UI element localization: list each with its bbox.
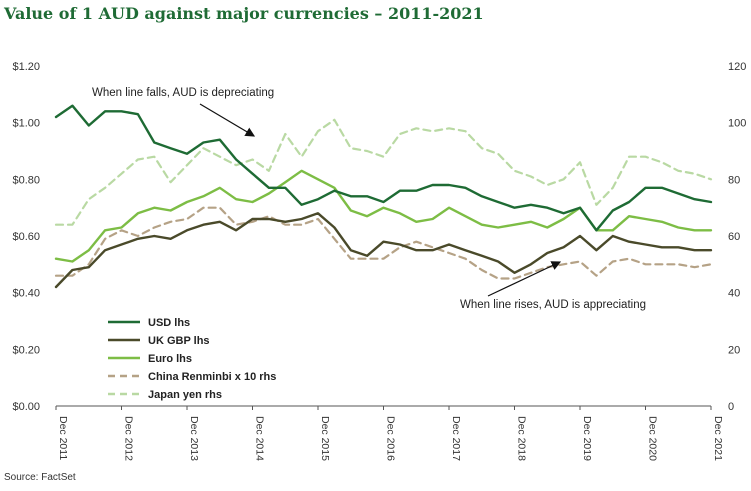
series-layer — [54, 104, 713, 289]
y-left-tick-label: $1.20 — [12, 61, 40, 73]
x-tick-label: Dec 2020 — [647, 416, 659, 461]
y-right-tick-label: 0 — [728, 401, 734, 413]
legend-label: USD lhs — [148, 317, 190, 329]
legend-label: Japan yen rhs — [148, 389, 222, 401]
y-left-tick-label: $0.40 — [12, 288, 40, 300]
y-left-tick-label: $0.60 — [12, 231, 40, 243]
x-tick-label: Dec 2018 — [516, 416, 528, 461]
annotation-layer: When line falls, AUD is depreciating When… — [92, 87, 646, 311]
y-right-tick-label: 40 — [728, 288, 740, 300]
x-tick-label: Dec 2013 — [188, 416, 200, 461]
y-right-tick-label: 20 — [728, 344, 740, 356]
y-right-tick-label: 120 — [728, 61, 746, 73]
y-right-tick-label: 80 — [728, 174, 740, 186]
series-line-euro-lhs — [54, 169, 713, 263]
y-left-tick-label: $0.80 — [12, 174, 40, 186]
series-line-japan-yen-rhs — [54, 118, 713, 226]
x-tick-label: Dec 2019 — [581, 416, 593, 461]
x-tick-label: Dec 2021 — [712, 416, 724, 461]
annotation-depreciating: When line falls, AUD is depreciating — [92, 87, 274, 99]
x-tick-label: Dec 2016 — [385, 416, 397, 461]
y-right-tick-label: 60 — [728, 231, 740, 243]
legend: USD lhs UK GBP lhs Euro lhs China Renminbi … — [108, 317, 276, 401]
x-tick-label: Dec 2011 — [57, 416, 69, 460]
annotation-arrow-appreciating — [487, 261, 562, 297]
legend-label: UK GBP lhs — [148, 335, 210, 347]
axes: $0.00 $0.20 $0.40 $0.60 $0.80 $1.00 $1.20 0 20 40… — [12, 61, 746, 461]
series-line-uk-gbp-lhs — [54, 212, 713, 289]
legend-label: China Renminbi x 10 rhs — [148, 371, 276, 383]
series-line-usd-lhs — [54, 104, 713, 232]
y-left-tick-label: $0.00 — [12, 401, 40, 413]
series-line-china-renminbi-x-10-rhs — [54, 206, 713, 280]
legend-label: Euro lhs — [148, 353, 192, 365]
chart-title: Value of 1 AUD against major currencies … — [4, 4, 484, 23]
annotation-arrow-depreciating — [199, 103, 256, 137]
source-note: Source: FactSet — [4, 472, 76, 483]
x-tick-label: Dec 2017 — [450, 416, 462, 461]
x-tick-label: Dec 2012 — [123, 416, 135, 461]
y-left-tick-label: $0.20 — [12, 344, 40, 356]
y-right-tick-label: 100 — [728, 118, 746, 130]
x-tick-label: Dec 2015 — [319, 416, 331, 461]
x-tick-label: Dec 2014 — [254, 416, 266, 461]
annotation-appreciating: When line rises, AUD is appreciating — [460, 299, 646, 311]
y-left-tick-label: $1.00 — [12, 118, 40, 130]
